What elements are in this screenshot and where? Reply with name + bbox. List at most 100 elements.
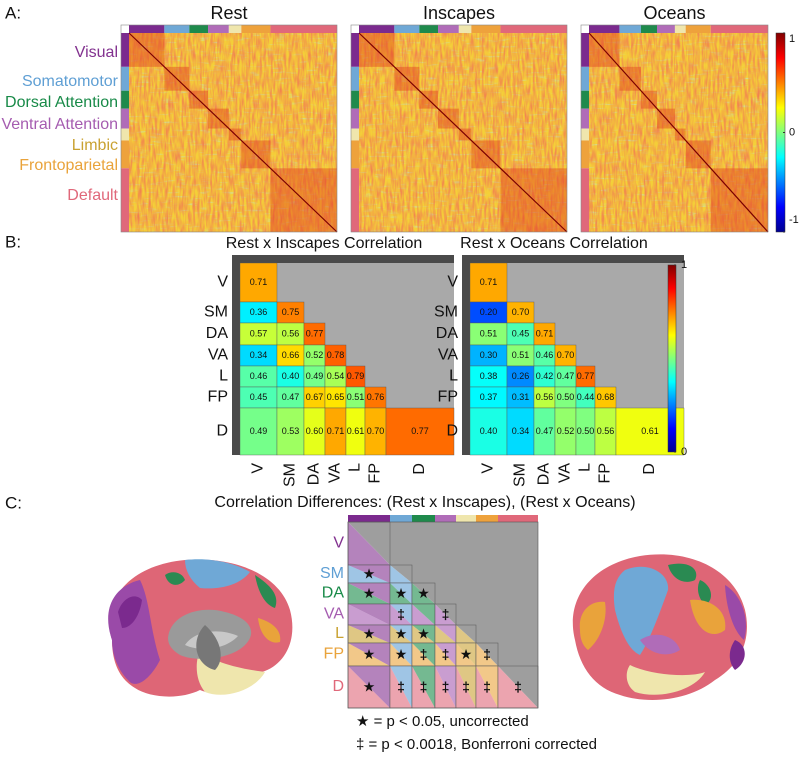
matrix-title: Inscapes xyxy=(423,3,495,23)
cell-half xyxy=(390,643,412,666)
column-label: L xyxy=(577,463,594,472)
column-label: VA xyxy=(327,463,344,483)
panel-label: B: xyxy=(5,232,21,251)
row-label: L xyxy=(219,368,228,385)
network-strip xyxy=(121,66,129,91)
column-label: V xyxy=(480,463,497,474)
column-label: D xyxy=(641,463,658,475)
network-strip xyxy=(121,128,129,141)
network-strip xyxy=(208,25,229,33)
network-strip xyxy=(419,25,439,33)
network-strip xyxy=(390,515,412,522)
network-strip xyxy=(270,25,337,33)
cell-label: 0.45 xyxy=(512,328,530,338)
matrix-diagonal xyxy=(128,32,338,233)
cell-half xyxy=(348,666,390,708)
cell-half xyxy=(456,666,476,708)
network-strip xyxy=(351,128,359,141)
significance-symbol: ★ xyxy=(363,566,376,582)
cell-label: 0.77 xyxy=(306,328,324,338)
significance-symbol: ‡ xyxy=(442,646,450,662)
network-strip xyxy=(581,108,589,129)
cell-label: 0.77 xyxy=(577,371,595,381)
network-strip xyxy=(581,128,589,141)
row-label: FP xyxy=(208,389,228,406)
network-strip xyxy=(412,515,435,522)
cell-label: 0.56 xyxy=(536,392,554,402)
network-strip xyxy=(640,25,658,33)
cell-half xyxy=(412,666,435,708)
significance-symbol: ‡ xyxy=(462,679,470,695)
cell-half xyxy=(456,643,476,666)
cell-label: 0.61 xyxy=(641,426,659,436)
colorbar-tick-label: 0 xyxy=(789,126,795,138)
network-strip xyxy=(589,25,620,33)
significance-symbol: ‡ xyxy=(514,679,522,695)
row-label: L xyxy=(335,625,344,642)
legend-text: ★ = p < 0.05, uncorrected xyxy=(356,713,529,730)
cell-half xyxy=(435,625,456,643)
column-label: D xyxy=(411,463,428,475)
row-label: VA xyxy=(438,347,458,364)
network-strip xyxy=(121,33,129,67)
network-strip xyxy=(471,25,501,33)
cell-half xyxy=(348,625,390,643)
cell-label: 0.42 xyxy=(536,371,554,381)
cell-label: 0.77 xyxy=(411,426,429,436)
significance-symbol: ★ xyxy=(363,626,376,642)
brain-medial xyxy=(108,559,293,697)
cell-label: 0.36 xyxy=(250,307,268,317)
cell-half xyxy=(390,625,412,643)
cell-label: 0.50 xyxy=(557,392,575,402)
network-strip xyxy=(241,25,271,33)
network-strip xyxy=(351,90,359,109)
row-label: SM xyxy=(320,565,344,582)
cell-label: 0.68 xyxy=(597,392,615,402)
cell-label: 0.40 xyxy=(282,371,300,381)
column-label: SM xyxy=(282,463,299,487)
matrix-frame xyxy=(120,24,338,233)
network-strip xyxy=(359,25,395,33)
cell-label: 0.54 xyxy=(327,371,345,381)
cell-half xyxy=(348,565,390,583)
cell-label: 0.71 xyxy=(250,277,268,287)
heatmap-title: Rest x Inscapes Correlation xyxy=(226,235,423,252)
row-label: VA xyxy=(324,606,344,623)
network-strip xyxy=(351,168,359,232)
cell-label: 0.40 xyxy=(480,426,498,436)
significance-symbol: ★ xyxy=(395,626,408,642)
cell-label: 0.65 xyxy=(327,392,345,402)
significance-symbol: ★ xyxy=(363,585,376,601)
cell-label: 0.34 xyxy=(250,350,268,360)
cell-label: 0.71 xyxy=(536,328,554,338)
heatmap-cell xyxy=(506,407,535,456)
significance-symbol: ‡ xyxy=(420,646,428,662)
significance-symbol: ★ xyxy=(363,646,376,662)
row-label: DA xyxy=(322,585,345,602)
network-strip xyxy=(121,108,129,129)
cell-label: 0.70 xyxy=(367,426,385,436)
network-strip xyxy=(435,515,456,522)
cell-label: 0.49 xyxy=(306,371,324,381)
cell-label: 0.34 xyxy=(512,426,530,436)
cell-label: 0.47 xyxy=(536,426,554,436)
network-label: Limbic xyxy=(72,137,118,154)
heatmap-cell xyxy=(276,407,305,456)
matrix-frame xyxy=(347,521,539,709)
significance-symbol: ‡ xyxy=(420,679,428,695)
panel-label: A: xyxy=(5,3,21,22)
significance-symbol: ★ xyxy=(395,585,408,601)
cell-half xyxy=(390,604,412,625)
heatmap-bar xyxy=(462,263,470,455)
significance-symbol: ★ xyxy=(417,585,430,601)
row-label: FP xyxy=(438,389,458,406)
cell-label: 0.20 xyxy=(480,307,498,317)
matrix-diagonal xyxy=(588,32,769,233)
panel-label: C: xyxy=(5,493,22,512)
colorbar xyxy=(667,264,677,453)
significance-symbol: ‡ xyxy=(442,679,450,695)
column-label: DA xyxy=(306,463,323,486)
row-label: SM xyxy=(204,304,228,321)
row-label: V xyxy=(217,274,228,291)
cell-label: 0.38 xyxy=(480,371,498,381)
